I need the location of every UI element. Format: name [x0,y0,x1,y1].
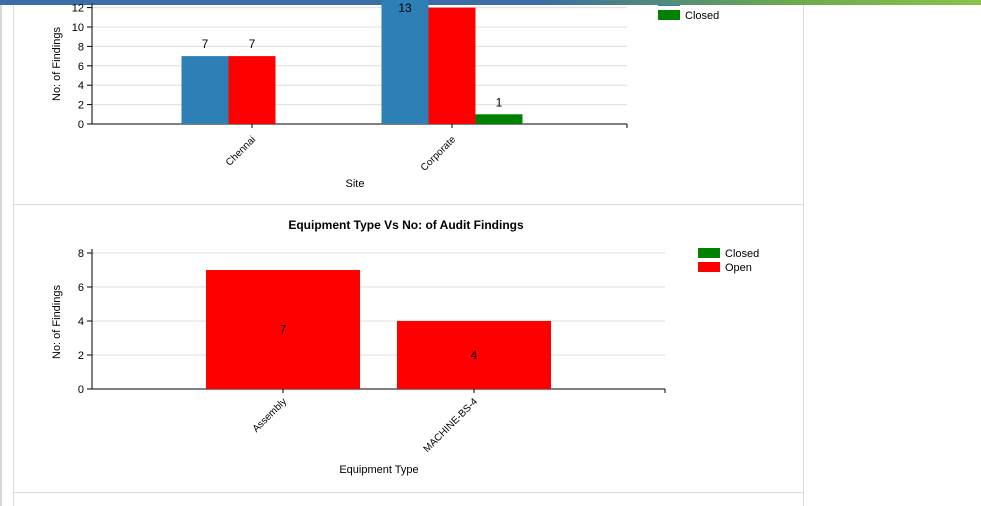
legend-swatch [698,262,720,272]
y-tick-label: 0 [78,384,84,396]
legend-swatch [658,10,680,20]
y-tick-label: 6 [78,61,84,73]
y-tick-label: 6 [78,282,84,294]
top-accent-bar [0,0,981,5]
x-axis-title: Equipment Type [339,464,418,476]
x-category-label: Corporate [419,134,459,174]
y-tick-label: 4 [78,316,84,328]
left-border [0,5,2,506]
y-tick-label: 12 [72,3,84,15]
y-axis-title: No: of Findings [51,285,63,359]
bar [181,56,229,124]
bar [397,321,551,389]
bar [475,114,523,124]
bar [206,270,360,389]
data-label: 1 [496,95,503,109]
next-chart-panel [13,493,804,506]
x-category-label: Chennai [224,134,258,168]
chart-title: Equipment Type Vs No: of Audit Findings [288,218,524,232]
bar [228,56,276,124]
y-tick-label: 4 [78,80,84,92]
data-label: 13 [398,1,412,15]
legend-label: Open [725,262,752,274]
legend-label: Closed [725,248,759,260]
y-tick-label: 8 [78,248,84,260]
bar [428,7,476,125]
x-category-label: MACHINE-BS-4 [422,396,481,455]
bar [381,0,429,124]
data-label: 7 [249,37,256,51]
y-tick-label: 2 [78,100,84,112]
legend-label: Closed [685,10,719,22]
y-tick-label: 0 [78,119,84,131]
data-label: 7 [280,323,287,337]
data-label: 7 [202,37,209,51]
y-tick-label: 8 [78,41,84,53]
legend-swatch [698,248,720,258]
data-label: 4 [471,348,478,362]
x-axis-title: Site [346,178,365,190]
x-category-label: Assembly [251,396,289,434]
y-tick-label: 10 [72,22,84,34]
y-tick-label: 2 [78,350,84,362]
y-axis-title: No: of Findings [51,27,63,101]
